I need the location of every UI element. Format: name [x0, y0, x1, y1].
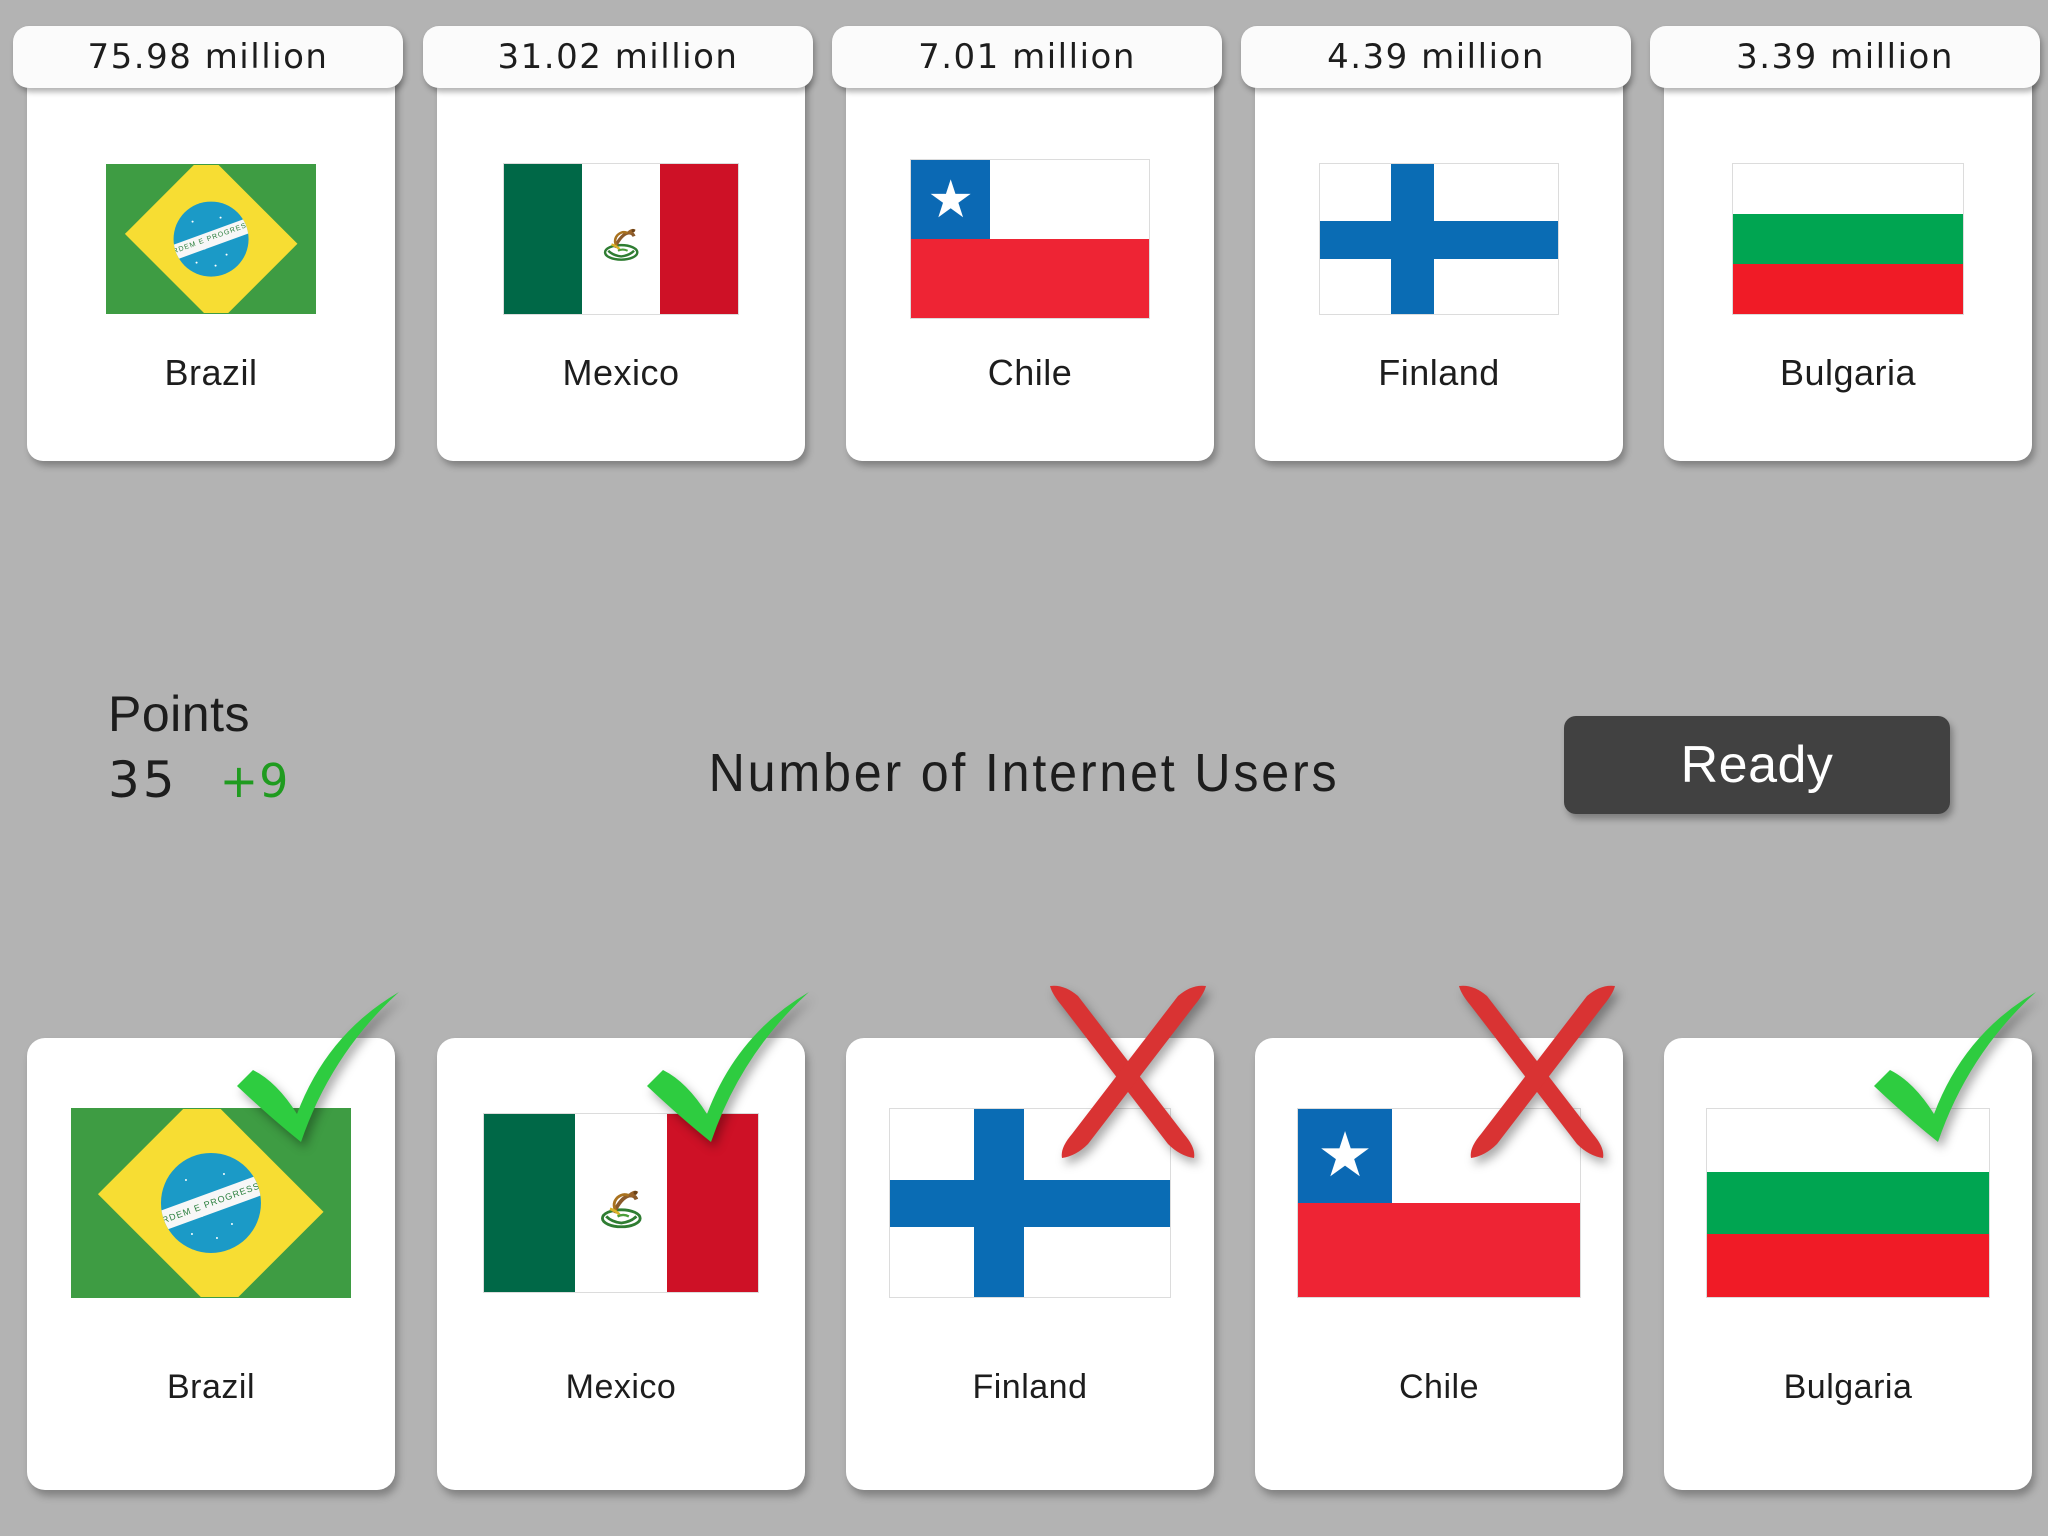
finland-flag-icon	[1319, 163, 1559, 315]
flag-slot-answer-4: ★	[1255, 1098, 1623, 1308]
chile-star: ★	[1317, 1121, 1373, 1190]
value-label-2: 31.02 million	[497, 37, 739, 77]
answer-card-5[interactable]: Bulgaria	[1664, 992, 2036, 1490]
mexico-flag-icon	[503, 163, 739, 315]
chile-flag-icon: ★	[1297, 1108, 1581, 1298]
chile-flag-icon: ★	[910, 159, 1150, 319]
page-title: Number of Internet Users	[708, 743, 1340, 803]
value-pill-4: 4.39 million	[1241, 26, 1631, 88]
country-label-answer-5: Bulgaria	[1783, 1368, 1913, 1406]
flag-slot-4	[1255, 144, 1623, 334]
question-card-3: 7.01 million ★ Chile	[832, 26, 1222, 461]
country-label-answer-2: Mexico	[565, 1368, 677, 1406]
points-block: Points 35 +9	[108, 688, 289, 809]
flag-slot-answer-5	[1664, 1098, 2032, 1308]
flag-slot-answer-3	[846, 1098, 1214, 1308]
points-value: 35	[108, 750, 178, 809]
brazil-banner: ORDEM E PROGRESSO	[173, 216, 249, 262]
country-label-answer-4: Chile	[1399, 1368, 1479, 1406]
country-label-4: Finland	[1378, 352, 1500, 393]
country-label-2: Mexico	[562, 352, 680, 393]
question-card-2: 31.02 million	[423, 26, 813, 461]
answer-card-2[interactable]: Mexico	[437, 992, 809, 1490]
flag-slot-answer-2	[437, 1098, 805, 1308]
country-label-answer-3: Finland	[972, 1368, 1088, 1406]
answer-card-4[interactable]: ★ Chile	[1255, 985, 1623, 1490]
value-label-4: 4.39 million	[1327, 37, 1545, 77]
value-label-3: 7.01 million	[918, 37, 1136, 77]
value-pill-5: 3.39 million	[1650, 26, 2040, 88]
country-label-3: Chile	[987, 352, 1073, 393]
question-card-4: 4.39 million Finland	[1241, 26, 1631, 461]
flag-slot-answer-1: ORDEM E PROGRESSO	[27, 1098, 395, 1308]
answer-card-3[interactable]: Finland	[846, 985, 1214, 1490]
brazil-flag-icon: ORDEM E PROGRESSO	[106, 164, 316, 314]
answer-card-1[interactable]: ORDEM E PROGRESSO Brazil	[27, 992, 399, 1490]
question-card-1: 75.98 million ORDEM E PROGRESSO Brazil	[13, 26, 403, 461]
value-pill-3: 7.01 million	[832, 26, 1222, 88]
chile-star: ★	[927, 170, 975, 229]
country-label-5: Bulgaria	[1779, 352, 1917, 393]
country-label-1: Brazil	[164, 352, 258, 393]
ready-button[interactable]: Ready	[1564, 716, 1950, 814]
mexico-emblem	[603, 228, 639, 261]
brazil-motto: ORDEM E PROGRESSO	[173, 218, 249, 259]
value-label-5: 3.39 million	[1736, 37, 1954, 77]
brazil-flag-icon: ORDEM E PROGRESSO	[71, 1108, 351, 1298]
value-pill-2: 31.02 million	[423, 26, 813, 88]
bulgaria-flag-icon	[1706, 1108, 1990, 1298]
finland-flag-icon	[889, 1108, 1171, 1298]
points-delta: +9	[219, 753, 290, 808]
country-label-answer-1: Brazil	[166, 1368, 256, 1406]
value-label-1: 75.98 million	[87, 37, 329, 77]
brazil-globe: ORDEM E PROGRESSO	[173, 201, 249, 277]
mexico-emblem	[600, 1190, 642, 1228]
bulgaria-flag-icon	[1732, 163, 1964, 315]
flag-slot-5	[1664, 144, 2032, 334]
flag-slot-1: ORDEM E PROGRESSO	[27, 144, 395, 334]
flag-slot-3: ★	[846, 144, 1214, 334]
flag-slot-2	[437, 144, 805, 334]
mexico-flag-icon	[483, 1113, 759, 1293]
points-label: Points	[108, 686, 250, 742]
value-pill-1: 75.98 million	[13, 26, 403, 88]
question-card-5: 3.39 million Bulgaria	[1650, 26, 2040, 461]
